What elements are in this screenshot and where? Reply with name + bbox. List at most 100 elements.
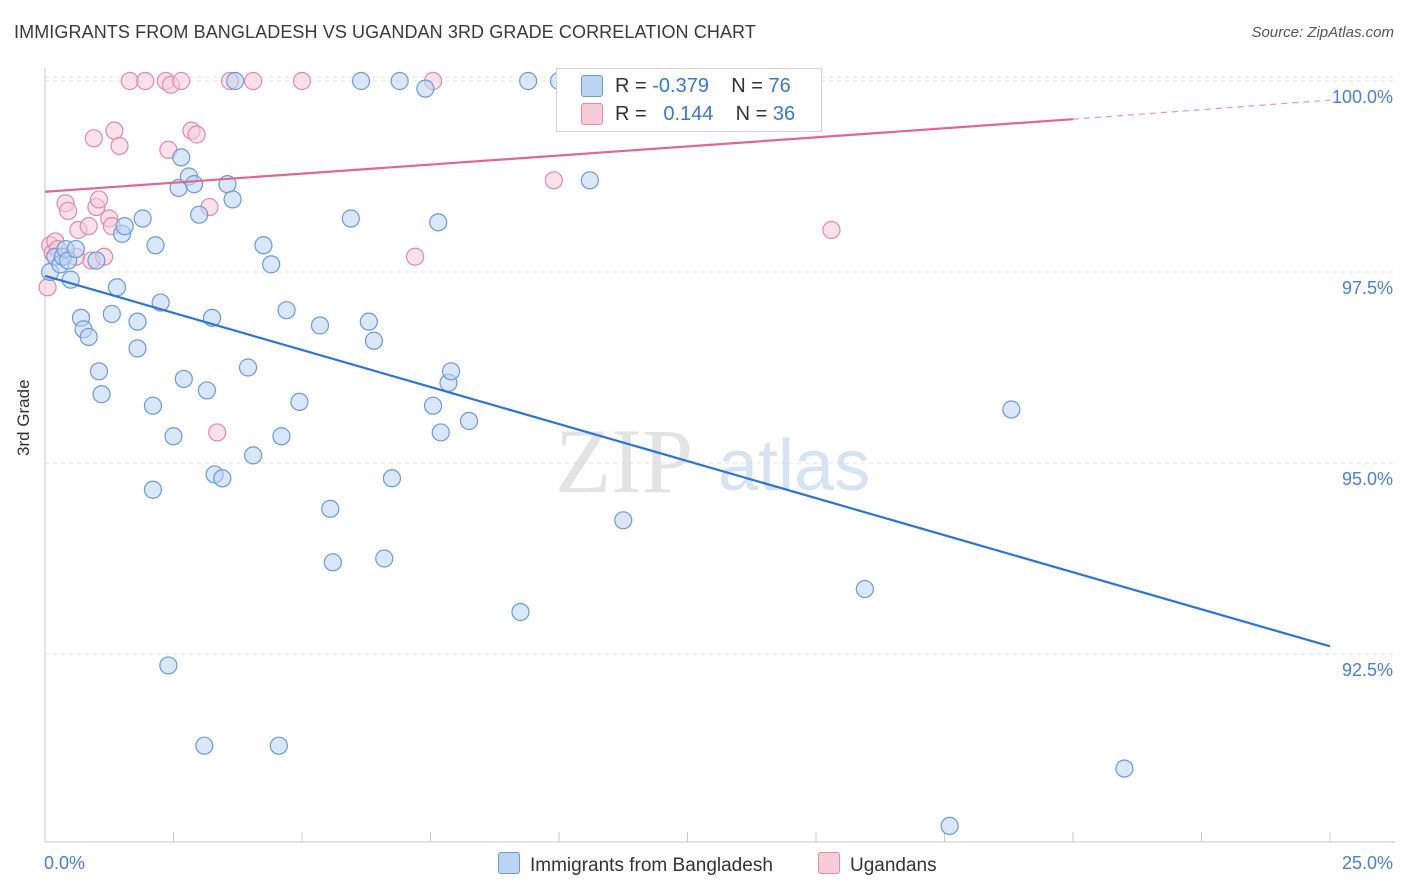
bangladesh-point: [1115, 759, 1134, 778]
bottom-legend-label-ugandans: Ugandans: [850, 855, 937, 876]
ugandans-point: [89, 190, 109, 209]
chart-title: IMMIGRANTS FROM BANGLADESH VS UGANDAN 3R…: [14, 22, 756, 42]
bangladesh-point: [1002, 400, 1021, 419]
series-ugandans-points: [38, 71, 841, 442]
legend-r-label: R =: [615, 75, 647, 97]
bangladesh-point: [855, 579, 874, 599]
bangladesh-point: [323, 553, 342, 572]
x-tick-label: 0.0%: [44, 853, 85, 873]
y-axis-label: 3rd Grade: [14, 379, 33, 456]
bangladesh-point: [441, 362, 461, 381]
bangladesh-point: [364, 331, 384, 350]
bangladesh-point: [359, 312, 378, 331]
bangladesh-point: [197, 381, 217, 400]
ugandans-point: [187, 125, 206, 144]
bangladesh-point: [87, 251, 106, 270]
ugandans-point: [822, 220, 841, 240]
bangladesh-point: [382, 469, 402, 488]
bangladesh-point: [66, 239, 85, 259]
bangladesh-point: [133, 209, 152, 228]
y-tick-label: 100.0%: [1332, 87, 1393, 107]
bangladesh-point: [79, 327, 98, 347]
bottom-legend-bangladesh[interactable]: Immigrants from Bangladesh: [498, 852, 773, 877]
bangladesh-point: [184, 175, 204, 194]
watermark-zip: ZIP: [555, 410, 693, 512]
ugandans-trend-line: [44, 118, 1074, 193]
legend-n-value: 36: [772, 103, 796, 125]
stats-legend: R = -0.379 N = 76 R = 0.144 N = 36: [556, 68, 822, 132]
x-tick-label: 25.0%: [1342, 853, 1393, 873]
bottom-legend-swatch-bangladesh: [498, 852, 520, 874]
legend-swatch-bangladesh: [581, 75, 603, 97]
legend-text-bangladesh: R = -0.379 N = 76: [615, 75, 791, 98]
bangladesh-point: [159, 656, 178, 675]
bangladesh-point: [143, 396, 163, 415]
ugandans-point: [208, 423, 227, 442]
legend-n-value: 76: [768, 75, 791, 97]
ugandans-point: [292, 71, 312, 91]
ugandans-point: [59, 201, 78, 220]
bangladesh-point: [519, 71, 538, 91]
axes: [44, 68, 1395, 843]
ugandans-point: [172, 71, 191, 91]
trend-lines: [44, 99, 1331, 648]
source-label: Source: ZipAtlas.com: [1251, 24, 1394, 41]
watermark: ZIP atlas: [555, 410, 870, 512]
ugandans-point: [79, 217, 98, 236]
watermark-atlas: atlas: [718, 426, 870, 506]
bangladesh-point: [580, 171, 599, 190]
bangladesh-point: [431, 423, 450, 442]
bangladesh-point: [102, 304, 121, 324]
bangladesh-point: [128, 339, 147, 358]
legend-swatch-ugandans: [581, 103, 603, 125]
bangladesh-point: [262, 255, 281, 274]
bangladesh-point: [416, 79, 435, 98]
bangladesh-point: [238, 358, 258, 377]
bangladesh-point: [459, 411, 479, 431]
bangladesh-point: [272, 427, 291, 446]
bangladesh-point: [321, 499, 340, 518]
bangladesh-point: [341, 209, 360, 228]
bangladesh-point: [128, 312, 147, 331]
bangladesh-point: [190, 205, 209, 224]
ugandans-point: [84, 129, 103, 148]
bangladesh-point: [375, 549, 394, 568]
legend-n-label: N =: [731, 75, 763, 97]
bangladesh-point: [143, 480, 163, 499]
bangladesh-point: [174, 369, 193, 389]
bangladesh-point: [352, 71, 371, 91]
tick-labels: 92.5% 95.0% 97.5% 100.0% 0.0% 25.0%: [44, 87, 1393, 873]
legend-r-value: -0.379: [652, 75, 709, 97]
bangladesh-point: [277, 301, 296, 320]
bottom-legend-swatch-ugandans: [818, 852, 840, 874]
bangladesh-point: [213, 469, 232, 488]
bangladesh-point: [89, 362, 109, 381]
bangladesh-point: [269, 736, 288, 755]
bangladesh-point: [223, 190, 242, 209]
bangladesh-point: [146, 236, 165, 255]
ugandans-trend-extension: [1072, 99, 1331, 120]
bangladesh-point: [254, 236, 273, 255]
bangladesh-point: [614, 511, 633, 530]
bangladesh-point: [226, 71, 245, 91]
y-tick-label: 92.5%: [1342, 660, 1393, 680]
bottom-legend-ugandans[interactable]: Ugandans: [818, 852, 937, 877]
ugandans-point: [405, 247, 425, 266]
ugandans-point: [136, 71, 155, 91]
legend-text-ugandans: R = 0.144 N = 36: [615, 103, 795, 126]
legend-r-value: 0.144: [663, 103, 714, 125]
y-tick-label: 97.5%: [1342, 278, 1393, 298]
ugandans-point: [244, 71, 263, 91]
bangladesh-point: [244, 446, 263, 465]
bangladesh-point: [107, 278, 127, 297]
ugandans-point: [110, 136, 129, 156]
bangladesh-trend-line: [44, 274, 1331, 648]
bangladesh-point: [290, 392, 309, 411]
bangladesh-point: [115, 217, 134, 236]
bangladesh-point: [940, 816, 959, 836]
bangladesh-point: [310, 316, 330, 335]
bangladesh-point: [429, 213, 448, 232]
ugandans-point: [120, 71, 139, 91]
ugandans-point: [105, 121, 124, 140]
